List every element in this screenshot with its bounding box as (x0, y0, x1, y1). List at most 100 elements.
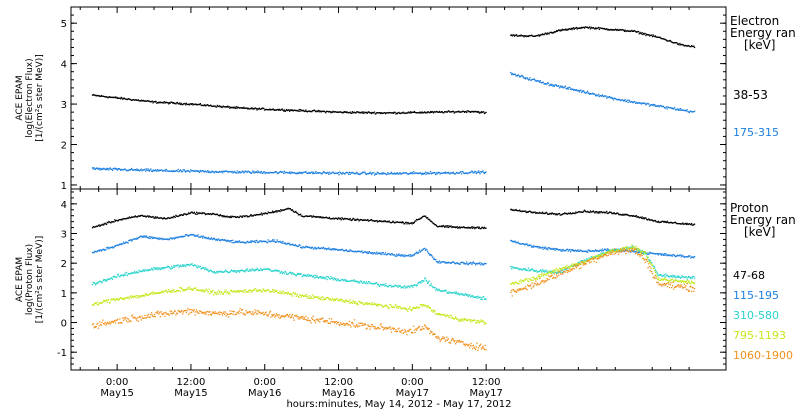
data-point (574, 265, 576, 267)
data-point (600, 27, 603, 30)
data-point (554, 213, 556, 215)
data-point (266, 268, 268, 270)
data-point (306, 110, 308, 112)
data-point (173, 170, 176, 172)
data-point (651, 34, 653, 36)
data-point (687, 282, 689, 284)
data-point (217, 171, 219, 173)
data-point (134, 99, 136, 101)
data-point (596, 27, 598, 29)
data-point (319, 276, 321, 278)
data-point (204, 267, 207, 269)
data-point (521, 280, 523, 282)
data-point (688, 255, 690, 257)
data-point (364, 112, 366, 114)
data-point (121, 219, 123, 221)
data-point (224, 239, 226, 241)
data-point (516, 267, 518, 269)
data-point (111, 168, 113, 170)
data-point (159, 291, 162, 293)
data-point (209, 293, 211, 295)
data-point (357, 282, 359, 284)
data-point (229, 171, 232, 173)
data-point (255, 269, 257, 272)
data-point (653, 267, 655, 270)
data-point (92, 303, 94, 306)
data-point (324, 278, 326, 280)
data-point (173, 265, 175, 267)
data-point (690, 257, 692, 259)
data-point (104, 96, 106, 98)
data-point (575, 263, 577, 265)
data-point (452, 317, 454, 319)
data-point (536, 34, 538, 37)
data-point (682, 44, 685, 46)
data-point (533, 269, 536, 272)
data-point (227, 291, 229, 293)
data-point (442, 290, 444, 292)
data-point (202, 289, 204, 291)
data-point (469, 319, 471, 321)
data-point (542, 33, 544, 36)
data-point (530, 279, 532, 281)
data-point (213, 213, 215, 215)
data-point (386, 254, 388, 256)
data-point (226, 292, 228, 294)
data-point (165, 289, 167, 292)
data-point (305, 275, 307, 277)
data-point (663, 278, 665, 280)
data-point (144, 294, 146, 296)
data-point (185, 170, 187, 172)
data-point (615, 250, 617, 252)
data-point (659, 274, 661, 276)
data-point (432, 309, 435, 312)
data-point (187, 170, 189, 172)
data-point (681, 275, 683, 277)
data-point (603, 212, 606, 214)
data-point (390, 112, 393, 114)
data-point (262, 268, 264, 271)
data-point (221, 293, 224, 295)
data-point (242, 170, 244, 173)
data-point (600, 252, 602, 255)
data-point (468, 172, 470, 174)
data-point (339, 300, 342, 302)
data-point (179, 290, 182, 293)
data-point (247, 241, 249, 244)
data-point (423, 304, 425, 307)
data-point (305, 170, 307, 173)
data-point (286, 292, 288, 294)
data-point (230, 240, 232, 242)
data-point (427, 111, 429, 113)
data-point (294, 293, 296, 296)
data-point (238, 216, 241, 218)
data-point (156, 268, 158, 270)
data-point (483, 298, 486, 300)
data-point (594, 257, 596, 259)
data-point (627, 30, 629, 32)
data-point (367, 111, 370, 113)
data-point (659, 253, 661, 255)
data-point (139, 215, 142, 217)
data-point (210, 104, 212, 106)
data-point (643, 218, 645, 220)
data-point (334, 218, 336, 220)
data-point (394, 111, 396, 114)
data-point (594, 250, 596, 252)
data-point (523, 243, 525, 245)
data-point (544, 212, 546, 215)
data-point (279, 210, 281, 213)
data-point (156, 216, 158, 218)
data-point (655, 253, 657, 255)
data-point (173, 238, 176, 240)
data-point (484, 262, 486, 265)
data-point (657, 105, 659, 107)
data-point (567, 268, 569, 270)
data-point (272, 270, 274, 272)
data-point (626, 213, 629, 216)
data-point (541, 246, 544, 248)
data-point (91, 94, 94, 96)
data-point (438, 313, 440, 316)
data-point (676, 280, 679, 282)
data-point (286, 208, 289, 210)
